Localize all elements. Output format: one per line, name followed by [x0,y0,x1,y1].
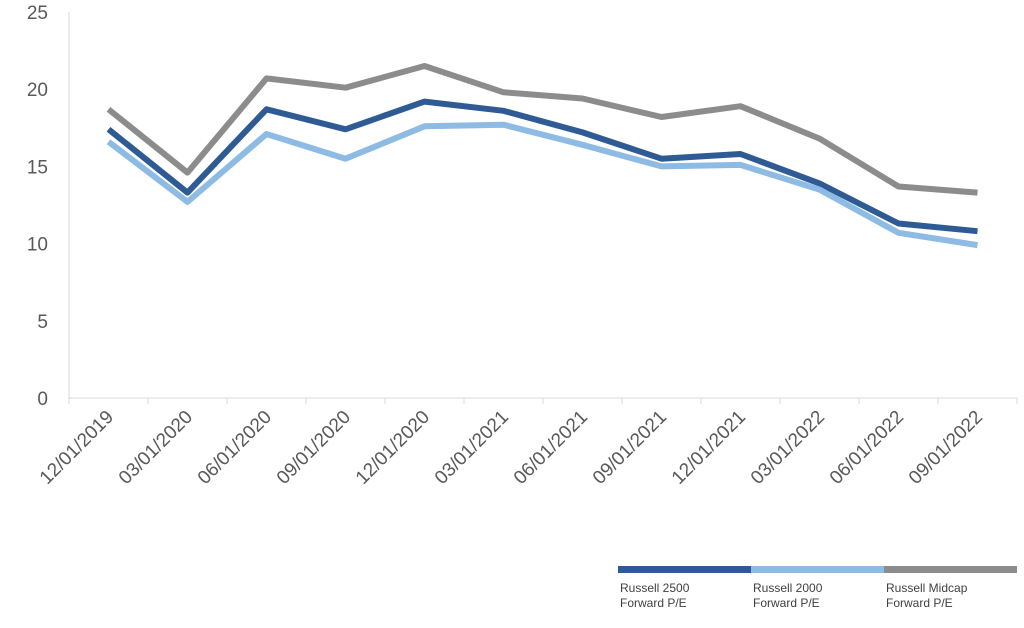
y-tick-label: 10 [27,235,48,256]
y-tick-label: 25 [27,3,48,24]
y-tick-label: 20 [27,80,48,101]
x-tick-label: 09/01/2022 [905,407,987,489]
x-tick-label: 03/01/2021 [431,407,513,489]
legend-label-russell-midcap: Russell Midcap Forward P/E [886,581,968,610]
x-tick-label: 09/01/2020 [273,407,355,489]
series-lines [106,63,978,249]
legend-swatch-russell-2500 [618,566,751,573]
x-tick-label: 03/01/2020 [115,407,197,489]
y-axis-ticks: 0 5 10 15 20 25 [27,3,48,410]
x-tick-label: 06/01/2020 [194,407,276,489]
legend-item-russell-2000: Russell 2000 Forward P/E [751,566,884,611]
x-tick-label: 09/01/2021 [589,407,671,489]
x-tick-label: 03/01/2022 [747,407,829,489]
legend-swatch-russell-2000 [751,566,884,573]
legend-label-russell-2500: Russell 2500 Forward P/E [620,581,690,610]
x-tick-label: 06/01/2021 [510,407,592,489]
x-axis-tickmarks [68,398,1018,404]
y-tick-label: 5 [37,312,48,333]
legend-item-russell-2500: Russell 2500 Forward P/E [618,566,751,611]
legend-swatch-russell-midcap [884,566,1017,573]
x-tick-label: 06/01/2022 [826,407,908,489]
x-tick-label: 12/01/2021 [668,407,750,489]
legend-item-russell-midcap: Russell Midcap Forward P/E [884,566,1017,611]
legend-label-russell-2000: Russell 2000 Forward P/E [753,581,823,610]
x-tick-label: 12/01/2019 [36,407,118,489]
x-tick-label: 12/01/2020 [352,407,434,489]
y-tick-label: 0 [37,389,48,410]
x-axis-ticks: 12/01/201903/01/202006/01/202009/01/2020… [36,407,987,489]
series-line-russell-2000-forward-p-e [106,121,978,249]
series-line-russell-2500-forward-p-e [106,98,978,235]
legend: Russell 2500 Forward P/E Russell 2000 Fo… [618,566,1017,618]
y-tick-label: 15 [27,157,48,178]
series-line-russell-midcap-forward-p-e [106,63,978,196]
